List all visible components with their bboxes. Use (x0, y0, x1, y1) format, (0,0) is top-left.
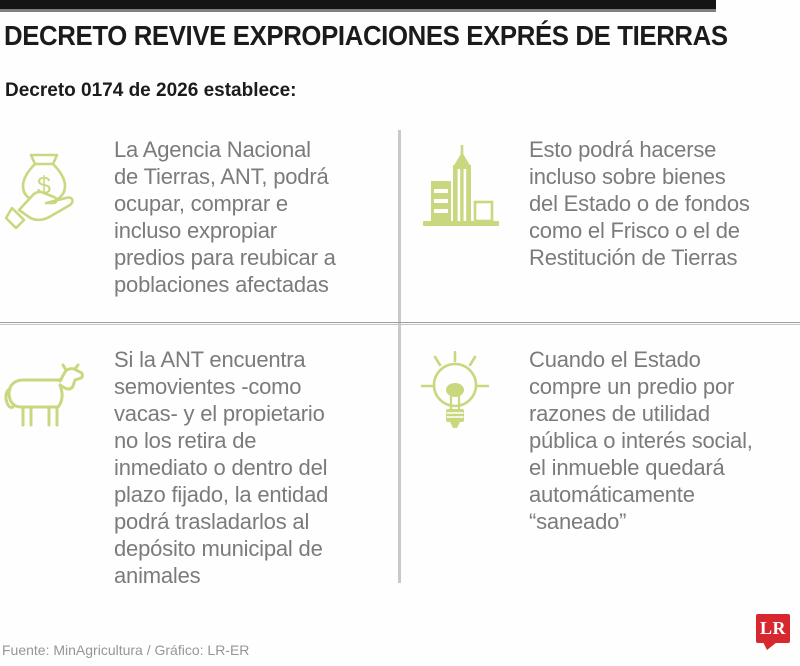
lr-logo-text: LR (759, 618, 786, 638)
top-accent-bar (0, 0, 716, 9)
money-bag-hand-icon: $ (5, 147, 85, 231)
lr-logo-box: LR (756, 614, 790, 643)
page-subtitle: Decreto 0174 de 2026 establece: (5, 80, 297, 101)
buildings-icon (423, 145, 499, 227)
info-text-3: Si la ANT encuentra semovientes -como va… (114, 347, 329, 588)
lr-logo: LR (756, 614, 790, 651)
page-title: DECRETO REVIVE EXPROPIACIONES EXPRÉS DE … (4, 20, 728, 51)
info-text-1: La Agencia Nacional de Tierras, ANT, pod… (114, 137, 336, 297)
cow-icon (2, 362, 86, 430)
vertical-divider (398, 130, 401, 583)
top-accent-bar-shadow (0, 9, 716, 12)
lr-logo-tail (763, 642, 777, 650)
info-text-2: Esto podrá hacerse incluso sobre bienes … (529, 137, 750, 270)
info-text-4: Cuando el Estado compre un predio por ra… (529, 347, 753, 534)
horizontal-divider (0, 322, 800, 325)
source-credit: Fuente: MinAgricultura / Gráfico: LR-ER (2, 642, 250, 658)
lightbulb-icon (421, 351, 489, 437)
